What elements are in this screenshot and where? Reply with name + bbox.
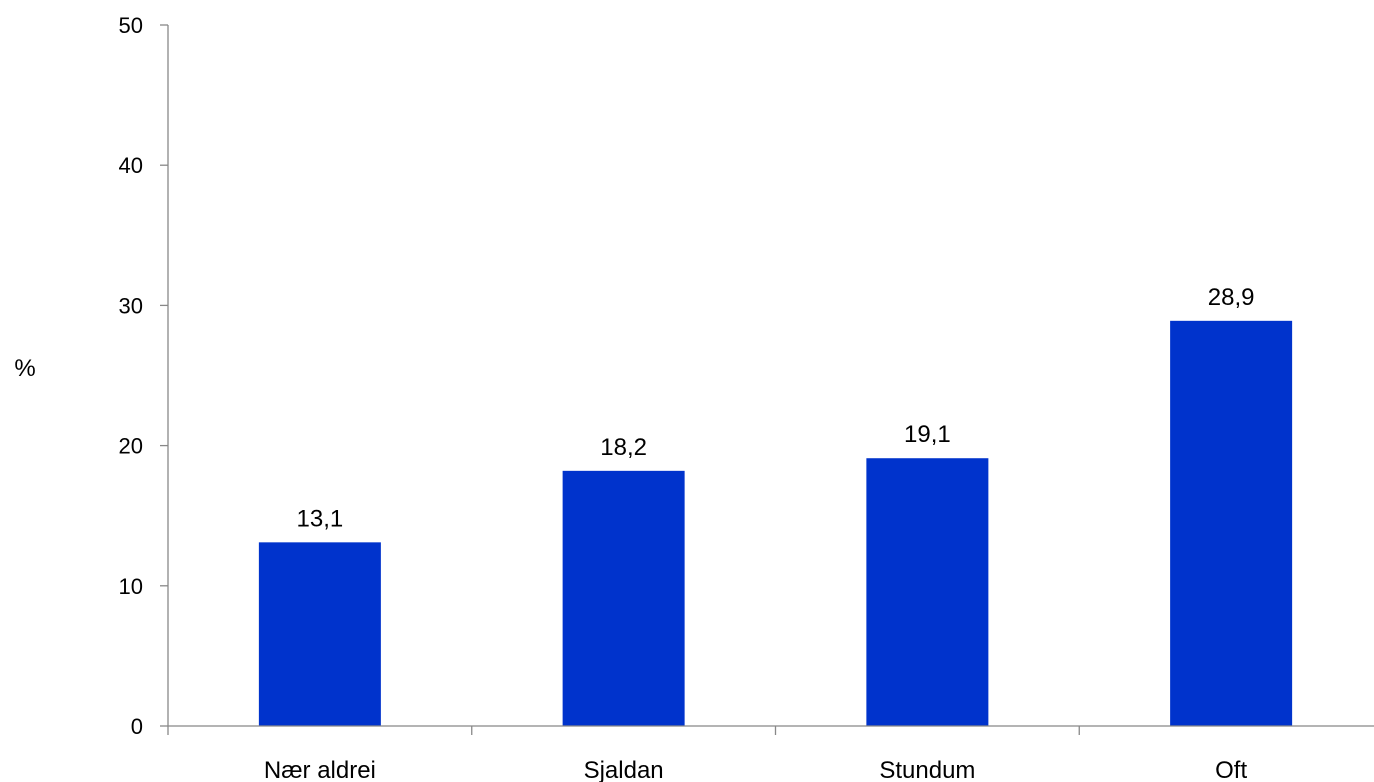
value-labels: 13,1 18,2 19,1 28,9 bbox=[297, 284, 1255, 533]
bar bbox=[1170, 320, 1293, 726]
y-axis-title: % bbox=[14, 355, 35, 382]
x-tick-label: Stundum bbox=[879, 757, 975, 782]
y-tick-label: 20 bbox=[119, 434, 143, 459]
y-tick-label: 30 bbox=[119, 293, 143, 318]
data-label: 18,2 bbox=[600, 434, 647, 461]
bars bbox=[258, 320, 1293, 726]
data-label: 28,9 bbox=[1208, 284, 1255, 311]
y-tick-label: 10 bbox=[119, 574, 143, 599]
bar bbox=[258, 542, 381, 726]
x-tick-label: Nær aldrei bbox=[264, 757, 376, 782]
data-label: 19,1 bbox=[904, 421, 951, 448]
y-axis-ticks: 0 10 20 30 40 50 bbox=[119, 13, 168, 739]
x-tick-label: Oft bbox=[1215, 757, 1247, 782]
y-tick-label: 50 bbox=[119, 13, 143, 38]
data-label: 13,1 bbox=[297, 505, 344, 532]
y-tick-label: 40 bbox=[119, 153, 143, 178]
bar bbox=[866, 458, 989, 726]
bar bbox=[562, 470, 685, 726]
y-tick-label: 0 bbox=[131, 714, 143, 739]
x-tick-label: Sjaldan bbox=[584, 757, 664, 782]
x-axis-ticks: Nær aldrei Sjaldan Stundum Oft bbox=[167, 726, 1247, 782]
